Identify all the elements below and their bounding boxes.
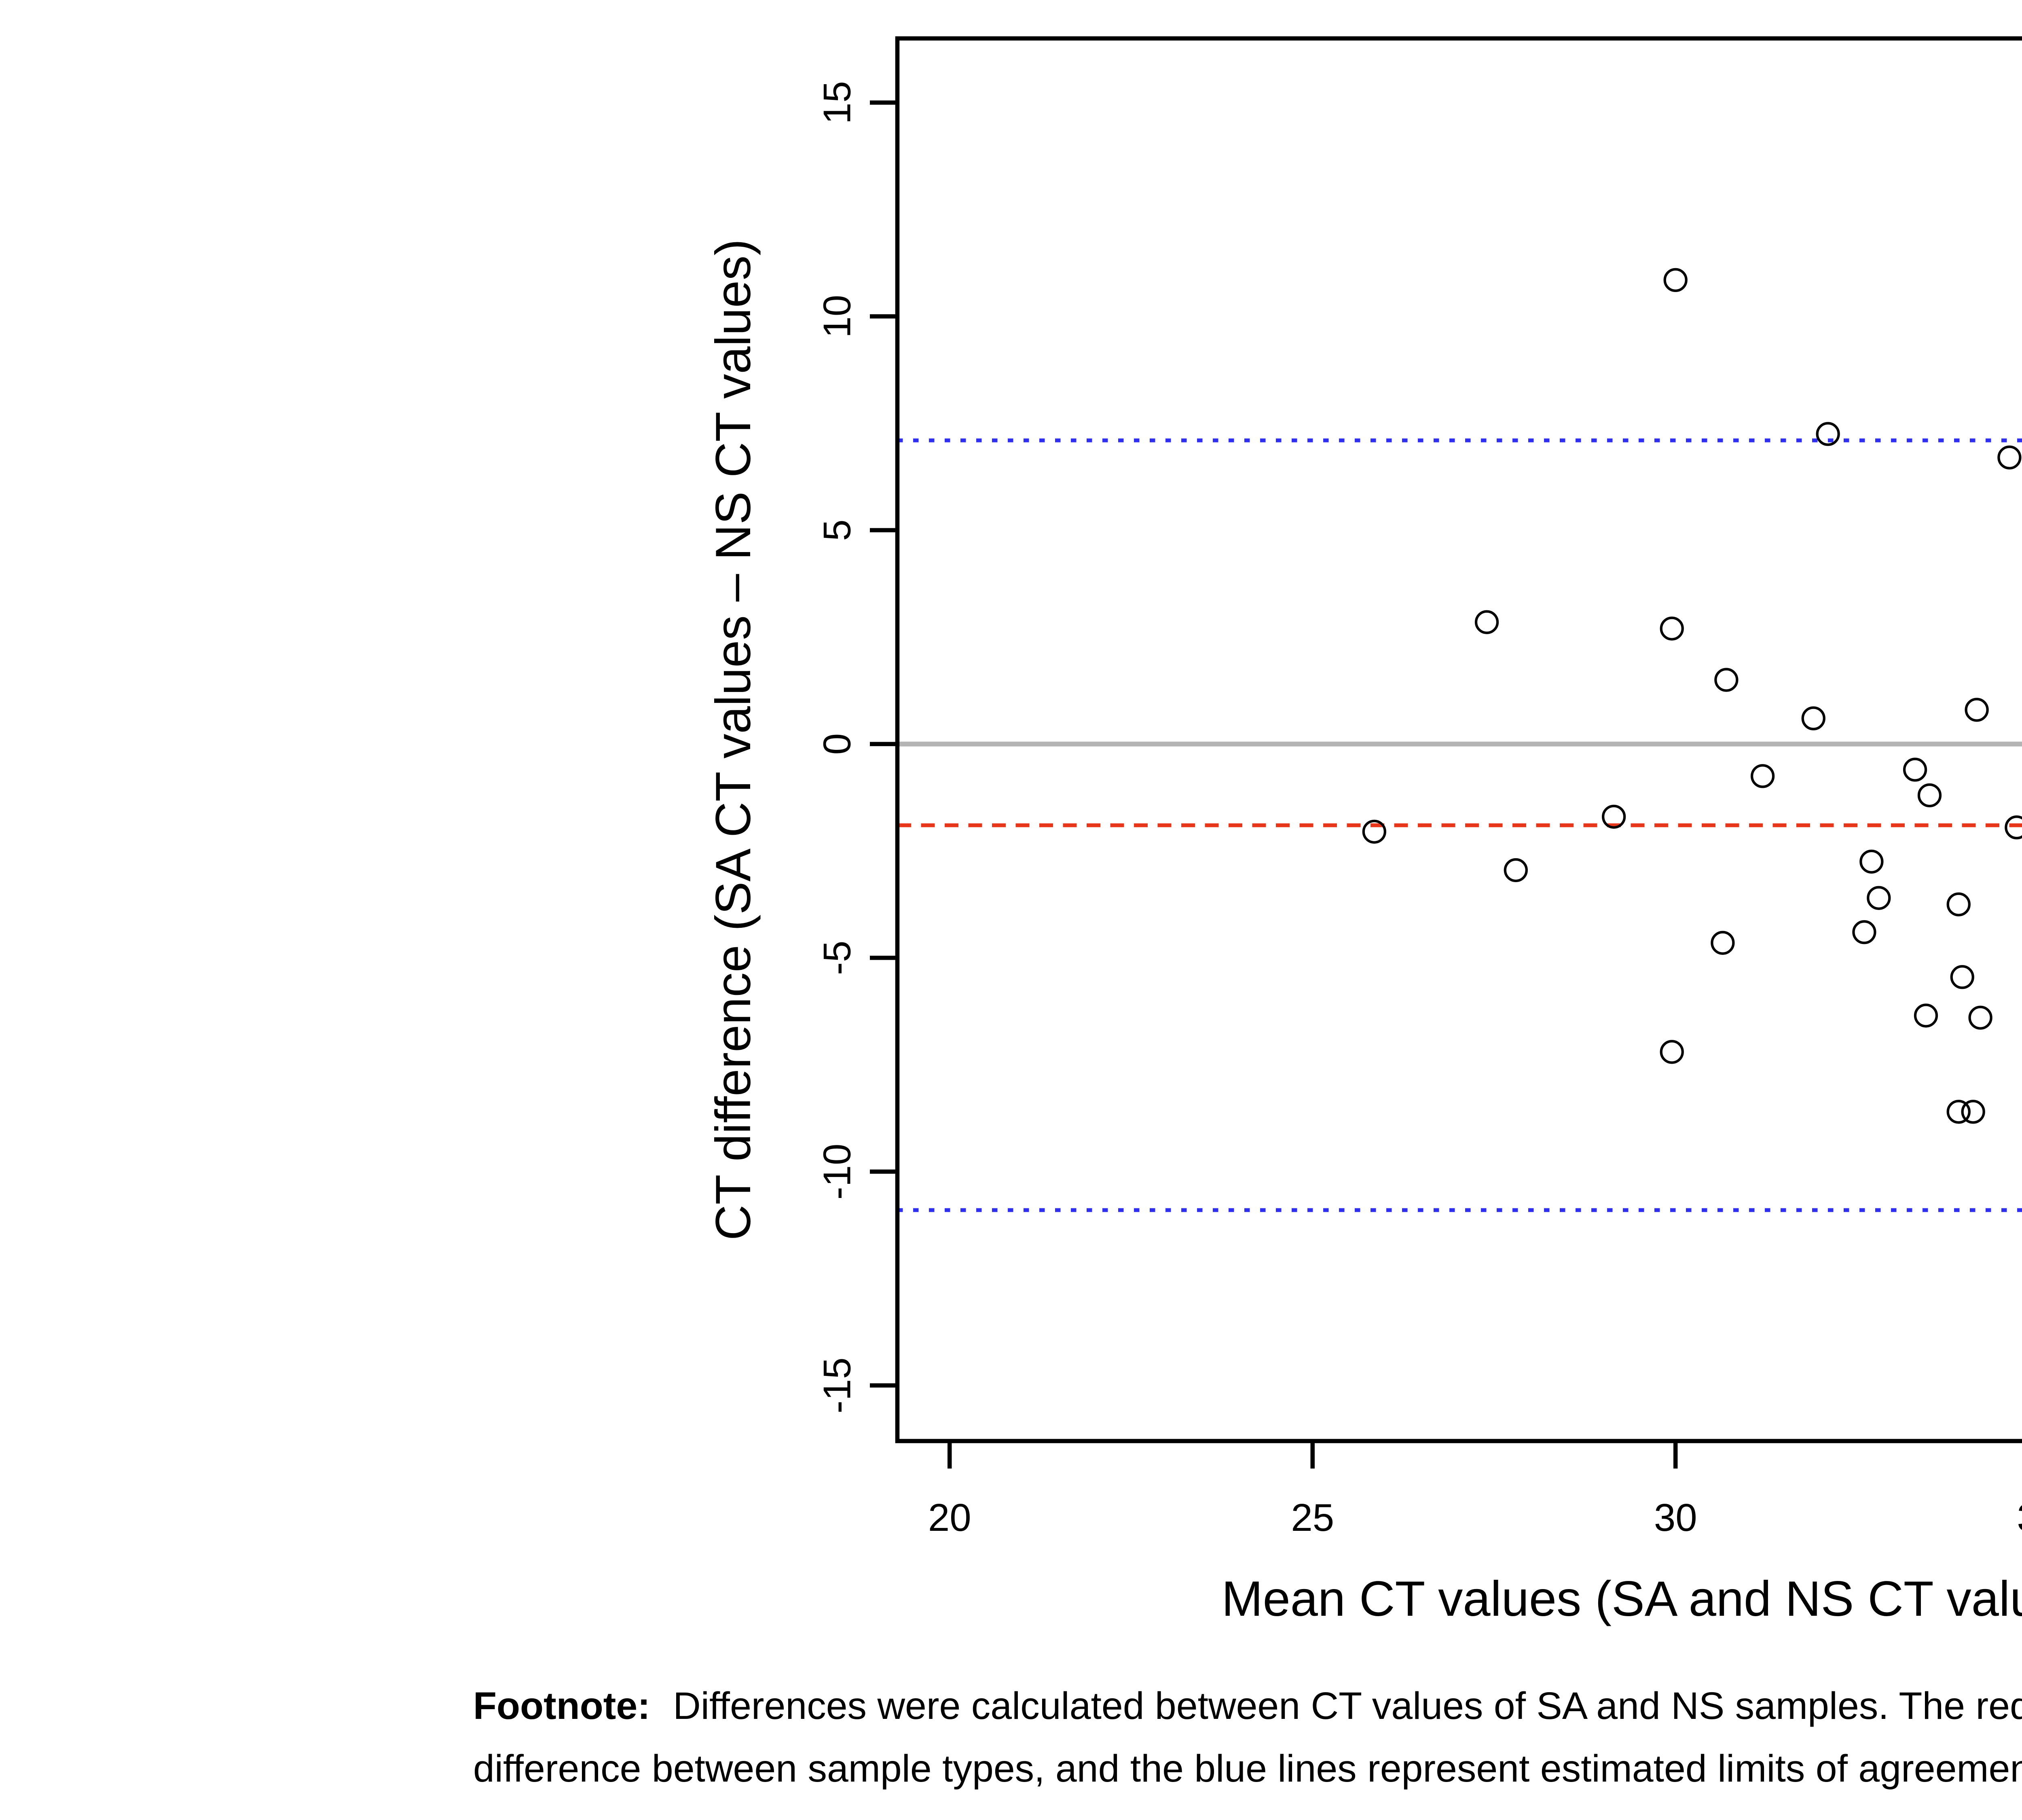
data-point (1714, 668, 1739, 692)
x-axis-title: Mean CT values (SA and NS CT values) (1222, 1571, 2022, 1626)
y-axis-tick-label: -5 (816, 941, 859, 975)
y-axis-title: CT difference (SA CT values – NS CT valu… (705, 239, 761, 1240)
data-point (1968, 1005, 1992, 1030)
footnote-line1: Footnote: Differences were calculated be… (473, 1685, 2022, 1727)
data-point (1965, 698, 1989, 722)
x-axis-tick-label: 35 (2017, 1496, 2022, 1539)
data-point (1660, 1040, 1684, 1064)
y-axis-tick-label: 5 (816, 519, 859, 541)
data-point (1750, 764, 1775, 788)
data-point (1663, 268, 1688, 292)
data-point (1801, 706, 1825, 730)
data-point (1950, 965, 1974, 989)
x-axis-tick-label: 25 (1291, 1496, 1334, 1539)
plot-box (895, 36, 2022, 1443)
data-point (1917, 783, 1942, 808)
data-point (1961, 1100, 1985, 1124)
data-point (1946, 892, 1971, 916)
y-axis-tick-label: 10 (816, 295, 859, 338)
data-point (1914, 1003, 1938, 1028)
footnote-label: Footnote: (473, 1685, 650, 1727)
data-point (1660, 616, 1684, 641)
data-point (2005, 815, 2022, 840)
data-point (1859, 849, 1884, 874)
data-point (1504, 858, 1528, 882)
y-axis-tick-label: 15 (816, 81, 859, 124)
data-point (1711, 931, 1735, 955)
x-axis-tick-label: 20 (928, 1496, 971, 1539)
y-axis-tick-label: 0 (816, 733, 859, 755)
y-axis-tick-label: -10 (816, 1144, 859, 1200)
data-point (1903, 758, 1927, 782)
data-point (1474, 610, 1499, 634)
data-point (1852, 920, 1876, 944)
data-point (1816, 422, 1840, 446)
data-point (1946, 1100, 1971, 1124)
footnote-line2: difference between sample types, and the… (473, 1747, 2022, 1790)
footnote-line1-text: Differences were calculated between CT v… (673, 1685, 2022, 1727)
x-axis-tick-label: 30 (1654, 1496, 1697, 1539)
data-point (1362, 819, 1386, 844)
data-point (1997, 445, 2022, 470)
data-point (1867, 886, 1891, 910)
y-axis-tick-label: -15 (816, 1357, 859, 1414)
data-point (1602, 804, 1626, 829)
